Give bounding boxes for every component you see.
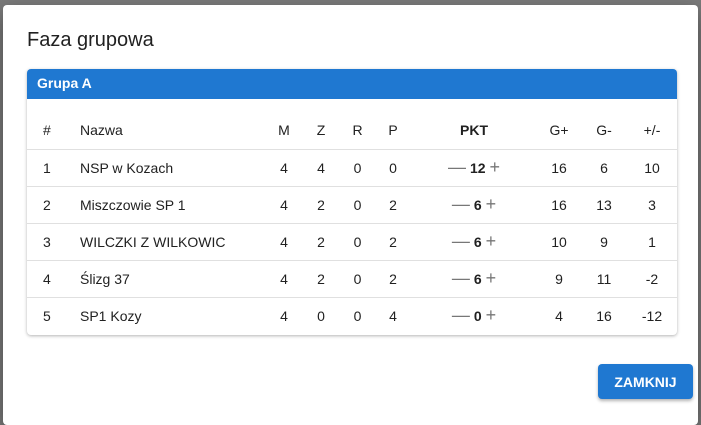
col-header-m: M <box>266 112 302 150</box>
cell-p: 2 <box>375 223 411 261</box>
cell-m: 4 <box>266 260 302 298</box>
cell-p: 2 <box>375 260 411 298</box>
cell-pos: 5 <box>43 307 51 324</box>
col-header-p: P <box>375 112 411 150</box>
cell-goals-against: 11 <box>581 260 627 298</box>
cell-goals-for: 16 <box>537 186 581 224</box>
cell-z: 2 <box>302 186 340 224</box>
cell-goal-diff: 3 <box>627 186 677 224</box>
cell-p: 4 <box>389 307 397 324</box>
cell-goals-against: 9 <box>581 223 627 261</box>
close-button[interactable]: ZAMKNIJ <box>598 364 693 399</box>
cell-r: 0 <box>340 223 375 261</box>
cell-m: 4 <box>280 307 288 324</box>
col-header-z: Z <box>302 112 340 150</box>
group-stage-dialog: Faza grupowa Grupa A # Nazwa M Z R P PKT… <box>3 5 698 425</box>
cell-pkt: —6 + <box>411 186 537 224</box>
cell-p: 2 <box>375 186 411 224</box>
cell-goal-diff: 1 <box>627 223 677 261</box>
cell-m: 4 <box>266 186 302 224</box>
cell-goal-diff: -2 <box>627 260 677 298</box>
cell-goals-for: 4 <box>555 307 563 324</box>
dialog-title: Faza grupowa <box>27 29 154 51</box>
plus-icon[interactable]: + <box>485 305 497 326</box>
cell-goals-for: 10 <box>537 223 581 261</box>
cell-m: 4 <box>266 223 302 261</box>
minus-icon[interactable]: — <box>451 231 470 251</box>
col-header-pkt: PKT <box>411 112 537 150</box>
cell-m: 4 <box>266 149 302 187</box>
cell-pos: 3 <box>27 223 70 261</box>
cell-z: 2 <box>302 260 340 298</box>
cell-goals-against: 6 <box>581 149 627 187</box>
plus-icon[interactable]: + <box>485 268 497 288</box>
col-header-name: Nazwa <box>70 112 266 150</box>
cell-team-name: SP1 Kozy <box>80 307 142 324</box>
cell-pos: 2 <box>27 186 70 224</box>
cell-goal-diff: -12 <box>641 307 663 324</box>
plus-icon[interactable]: + <box>485 231 497 251</box>
minus-icon[interactable]: — <box>451 194 470 214</box>
table-row: 2 Miszczowie SP 1 4 2 0 2 —6 + 16 13 3 <box>27 186 677 224</box>
cell-p: 0 <box>375 149 411 187</box>
cell-team-name: WILCZKI Z WILKOWIC <box>70 223 266 261</box>
points-value: 6 <box>473 196 482 213</box>
table-row: 4 Ślizg 37 4 2 0 2 —6 + 9 11 -2 <box>27 260 677 298</box>
col-header-pos: # <box>27 112 70 150</box>
cell-goals-against: 13 <box>581 186 627 224</box>
cell-z: 4 <box>302 149 340 187</box>
cell-z: 0 <box>317 307 325 324</box>
col-header-gplus: G+ <box>537 112 581 150</box>
cell-goals-against: 16 <box>596 307 612 324</box>
cell-r: 0 <box>340 260 375 298</box>
minus-icon[interactable]: — <box>447 157 466 177</box>
cell-pkt: —0 + <box>411 297 537 334</box>
group-header: Grupa A <box>27 69 677 99</box>
cell-pos: 4 <box>27 260 70 298</box>
col-header-gminus: G- <box>581 112 627 150</box>
table-header-row: # Nazwa M Z R P PKT G+ G- +/- <box>27 112 677 150</box>
col-header-diff: +/- <box>627 112 677 150</box>
cell-goal-diff: 10 <box>627 149 677 187</box>
cell-pkt: —6 + <box>411 223 537 261</box>
cell-goals-for: 9 <box>537 260 581 298</box>
cell-pos: 1 <box>27 149 70 187</box>
points-value: 0 <box>473 307 482 324</box>
minus-icon[interactable]: — <box>451 305 470 326</box>
cell-z: 2 <box>302 223 340 261</box>
cell-r: 0 <box>340 186 375 224</box>
group-card: Grupa A # Nazwa M Z R P PKT G+ G- +/- 1 … <box>27 69 677 335</box>
table-row: 5 SP1 Kozy 4 0 0 4 —0 + 4 16 -12 <box>27 297 677 334</box>
cell-goals-for: 16 <box>537 149 581 187</box>
points-value: 6 <box>473 233 482 250</box>
table-row: 1 NSP w Kozach 4 4 0 0 —12 + 16 6 10 <box>27 149 677 187</box>
cell-pkt: —6 + <box>411 260 537 298</box>
cell-r: 0 <box>340 149 375 187</box>
cell-team-name: Miszczowie SP 1 <box>70 186 266 224</box>
cell-team-name: NSP w Kozach <box>70 149 266 187</box>
cell-team-name: Ślizg 37 <box>70 260 266 298</box>
col-header-r: R <box>340 112 375 150</box>
cell-r: 0 <box>353 307 362 324</box>
standings-table: # Nazwa M Z R P PKT G+ G- +/- 1 NSP w Ko… <box>27 112 677 334</box>
cell-pkt: —12 + <box>411 149 537 187</box>
points-value: 6 <box>473 270 482 287</box>
minus-icon[interactable]: — <box>451 268 470 288</box>
points-value: 12 <box>469 159 486 176</box>
plus-icon[interactable]: + <box>489 157 501 177</box>
table-row: 3 WILCZKI Z WILKOWIC 4 2 0 2 —6 + 10 9 1 <box>27 223 677 261</box>
plus-icon[interactable]: + <box>485 194 497 214</box>
